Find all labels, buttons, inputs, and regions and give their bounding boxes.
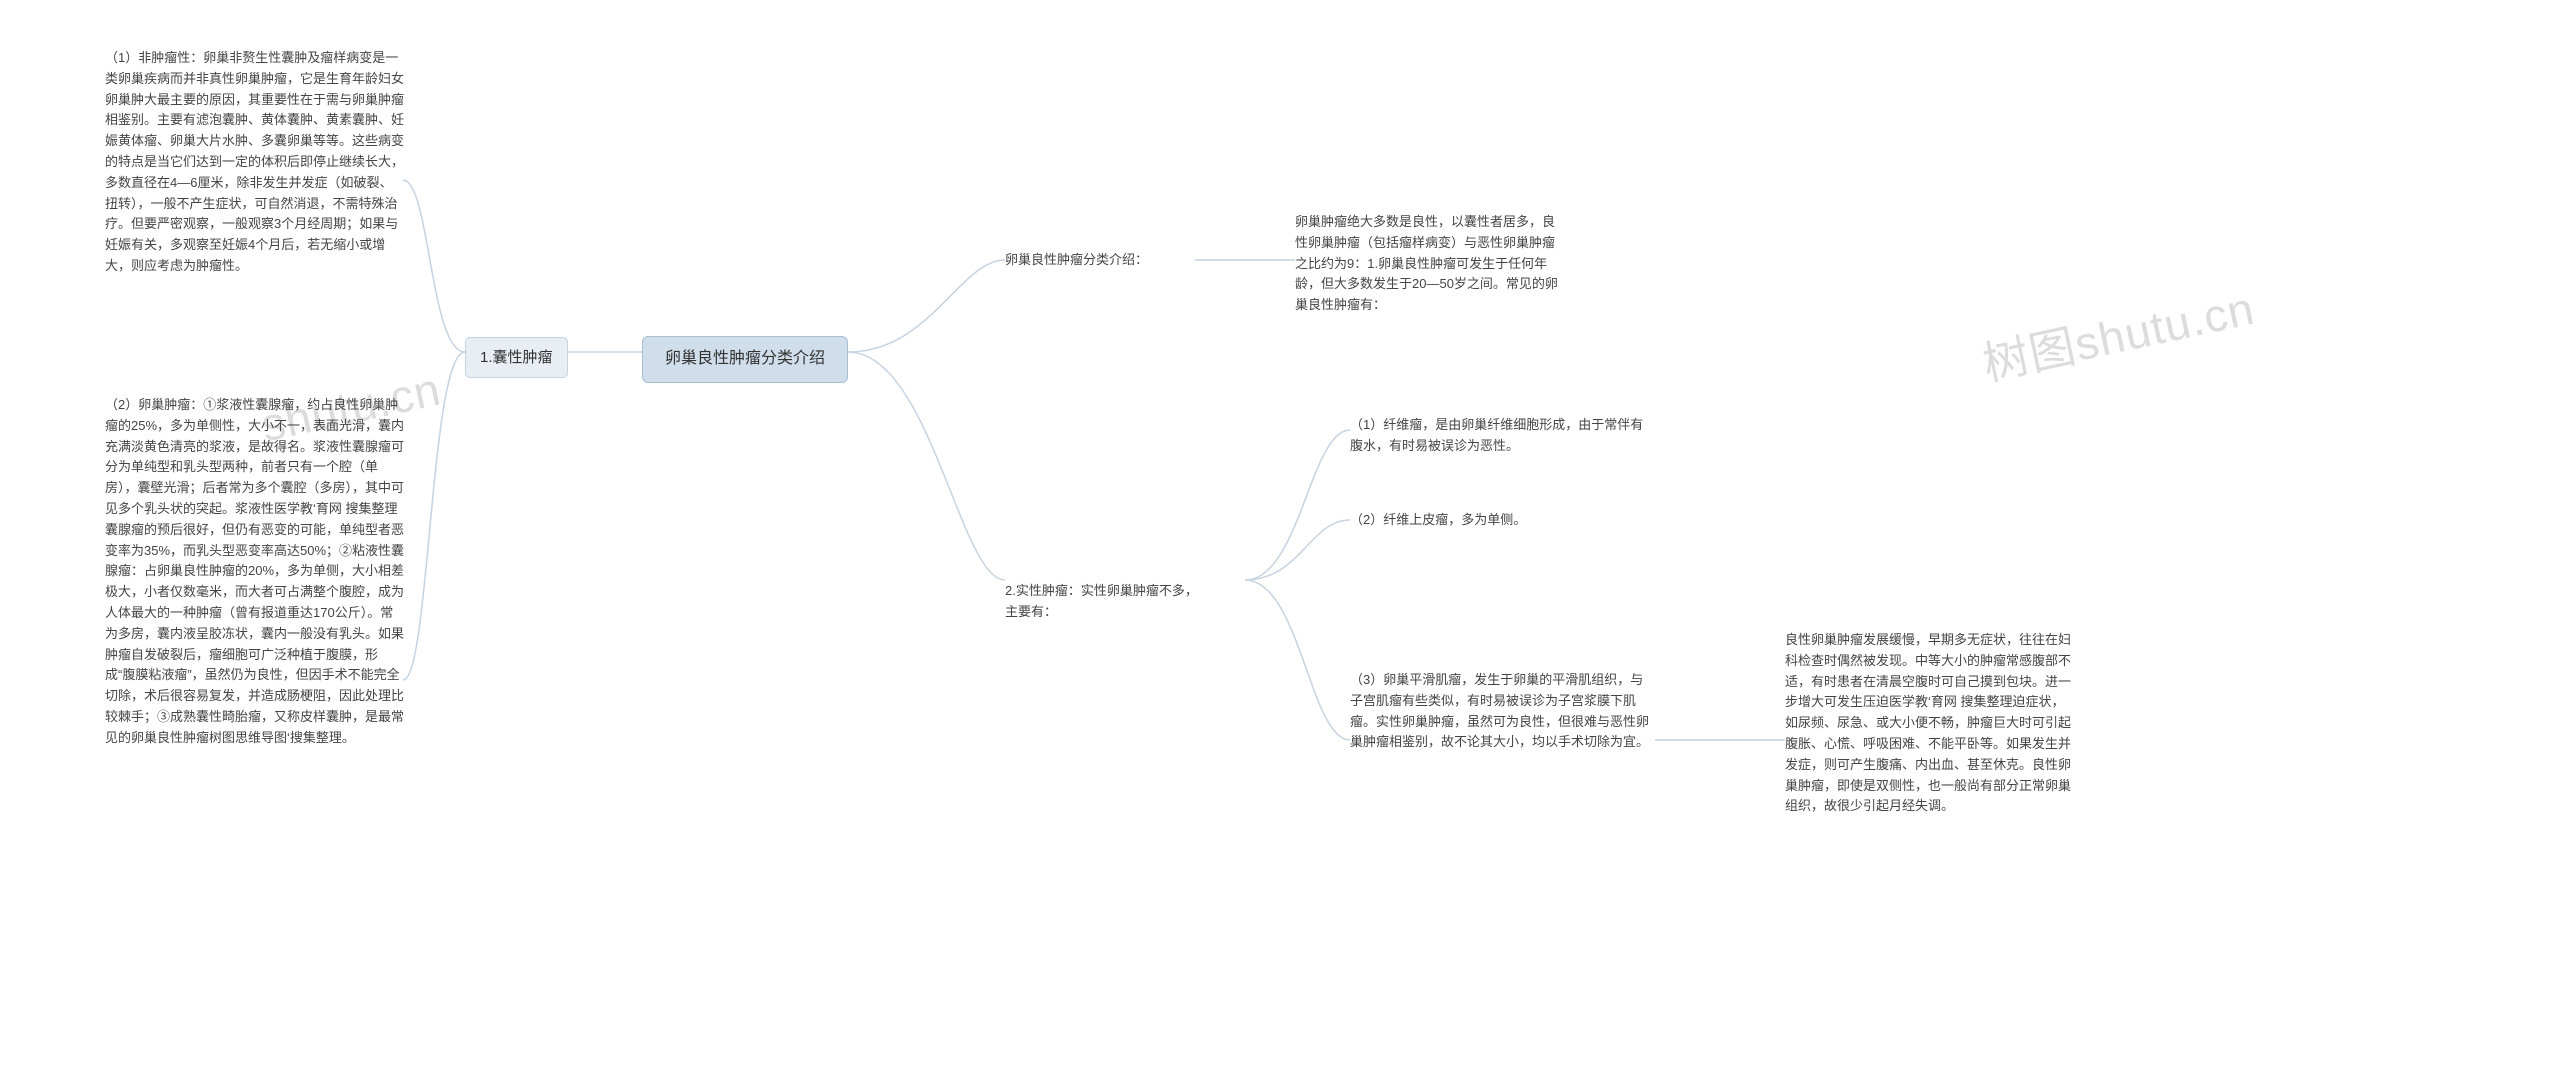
cat-solid-label: 2.实性肿瘤：实性卵巢肿瘤不多， 主要有： <box>1005 583 1198 619</box>
leaf-fibroma-text: （1）纤维瘤，是由卵巢纤维细胞形成，由于常伴有腹水，有时易被误诊为恶性。 <box>1350 417 1643 453</box>
watermark-right: 树图shutu.cn <box>1976 272 2260 394</box>
cat-solid[interactable]: 2.实性肿瘤：实性卵巢肿瘤不多， 主要有： <box>1005 560 1245 622</box>
leaf-fibroma: （1）纤维瘤，是由卵巢纤维细胞形成，由于常伴有腹水，有时易被误诊为恶性。 <box>1350 415 1650 457</box>
root-label: 卵巢良性肿瘤分类介绍 <box>665 350 825 367</box>
intro-label-text: 卵巢良性肿瘤分类介绍： <box>1005 252 1148 267</box>
leaf-leiomyoma-detail-text: 良性卵巢肿瘤发展缓慢，早期多无症状，往往在妇科检查时偶然被发现。中等大小的肿瘤常… <box>1785 632 2071 813</box>
cat-cystic[interactable]: 1.囊性肿瘤 <box>465 337 568 378</box>
cat-cystic-label: 1.囊性肿瘤 <box>480 349 553 366</box>
leaf-leiomyoma: （3）卵巢平滑肌瘤，发生于卵巢的平滑肌组织，与子宫肌瘤有些类似，有时易被误诊为子… <box>1350 670 1655 753</box>
intro-label: 卵巢良性肿瘤分类介绍： <box>1005 250 1195 271</box>
intro-text: 卵巢肿瘤绝大多数是良性，以囊性者居多，良性卵巢肿瘤（包括瘤样病变）与恶性卵巢肿瘤… <box>1295 212 1565 316</box>
leaf-nontumor: （1）非肿瘤性：卵巢非赘生性囊肿及瘤样病变是一类卵巢疾病而并非真性卵巢肿瘤，它是… <box>105 48 405 277</box>
leaf-ovarian-tumor-text: （2）卵巢肿瘤：①浆液性囊腺瘤，约占良性卵巢肿瘤的25%，多为单侧性，大小不一，… <box>105 397 404 745</box>
leaf-ovarian-tumor: （2）卵巢肿瘤：①浆液性囊腺瘤，约占良性卵巢肿瘤的25%，多为单侧性，大小不一，… <box>105 395 405 749</box>
leaf-leiomyoma-detail: 良性卵巢肿瘤发展缓慢，早期多无症状，往往在妇科检查时偶然被发现。中等大小的肿瘤常… <box>1785 630 2075 817</box>
root-node[interactable]: 卵巢良性肿瘤分类介绍 <box>642 336 848 383</box>
leaf-nontumor-text: （1）非肿瘤性：卵巢非赘生性囊肿及瘤样病变是一类卵巢疾病而并非真性卵巢肿瘤，它是… <box>105 50 404 273</box>
leaf-fibroepithelioma-text: （2）纤维上皮瘤，多为单侧。 <box>1350 512 1526 527</box>
leaf-leiomyoma-text: （3）卵巢平滑肌瘤，发生于卵巢的平滑肌组织，与子宫肌瘤有些类似，有时易被误诊为子… <box>1350 672 1649 749</box>
intro-text-content: 卵巢肿瘤绝大多数是良性，以囊性者居多，良性卵巢肿瘤（包括瘤样病变）与恶性卵巢肿瘤… <box>1295 214 1558 312</box>
leaf-fibroepithelioma: （2）纤维上皮瘤，多为单侧。 <box>1350 510 1650 531</box>
